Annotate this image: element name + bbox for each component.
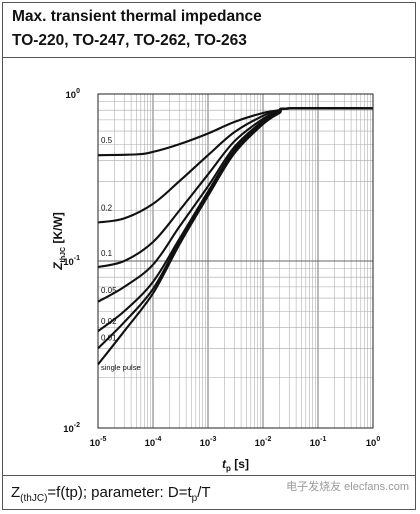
- watermark: 电子发烧友 elecfans.com: [286, 481, 409, 493]
- plot-border: [97, 93, 374, 429]
- figure-title: Max. transient thermal impedance: [12, 8, 262, 25]
- x-tick-label: 10-2: [255, 436, 272, 449]
- axis-layer: 10-5 10-4 10-3 10-2 10-1 100 10-2 10-1 100 tp [s]…: [51, 88, 380, 473]
- figure-subtitle: TO-220, TO-247, TO-262, TO-263: [12, 32, 247, 49]
- series-line-single-pulse: [97, 107, 374, 366]
- x-tick-label: 10-3: [200, 436, 217, 449]
- z-subscript: (thJC): [20, 493, 48, 504]
- formula-text: =f(tp); parameter: D=t: [47, 484, 192, 501]
- label-layer: 0.5 0.2 0.1 0.05 0.02 0.01 single pulse: [101, 136, 141, 372]
- y-tick-label: 10-1: [63, 255, 80, 268]
- figure-frame: Max. transient thermal impedance TO-220,…: [2, 2, 416, 510]
- x-tick-label: 100: [366, 436, 381, 449]
- figure-header: Max. transient thermal impedance TO-220,…: [3, 3, 415, 58]
- series-label: 0.5: [101, 136, 113, 145]
- z-symbol: Z: [11, 484, 21, 501]
- series-label: 0.2: [101, 204, 113, 213]
- x-axis-title: tp [s]: [222, 457, 249, 473]
- series-label: 0.02: [101, 317, 117, 326]
- series-line-0.05: [97, 107, 374, 303]
- formula-end: /T: [197, 484, 211, 501]
- x-tick-label: 10-4: [145, 436, 162, 449]
- p-subscript: p: [191, 493, 198, 504]
- y-tick-label: 10-2: [63, 422, 80, 435]
- grid-layer: [97, 94, 373, 429]
- series-label: single pulse: [101, 363, 141, 372]
- series-label: 0.05: [101, 286, 117, 295]
- parameter-caption: Z(thJC)=f(tp); parameter: D=tp/T: [11, 484, 211, 504]
- x-tick-label: 10-5: [90, 436, 107, 449]
- series-label: 0.01: [101, 333, 117, 342]
- curve-layer: [97, 107, 374, 366]
- y-tick-label: 100: [66, 88, 81, 101]
- series-label: 0.1: [101, 249, 113, 258]
- figure-footer: Z(thJC)=f(tp); parameter: D=tp/T 电子发烧友 e…: [3, 475, 415, 509]
- series-line-0.2: [97, 107, 374, 224]
- y-axis-title: ZthJC [K/W]: [51, 212, 67, 271]
- x-tick-label: 10-1: [310, 436, 327, 449]
